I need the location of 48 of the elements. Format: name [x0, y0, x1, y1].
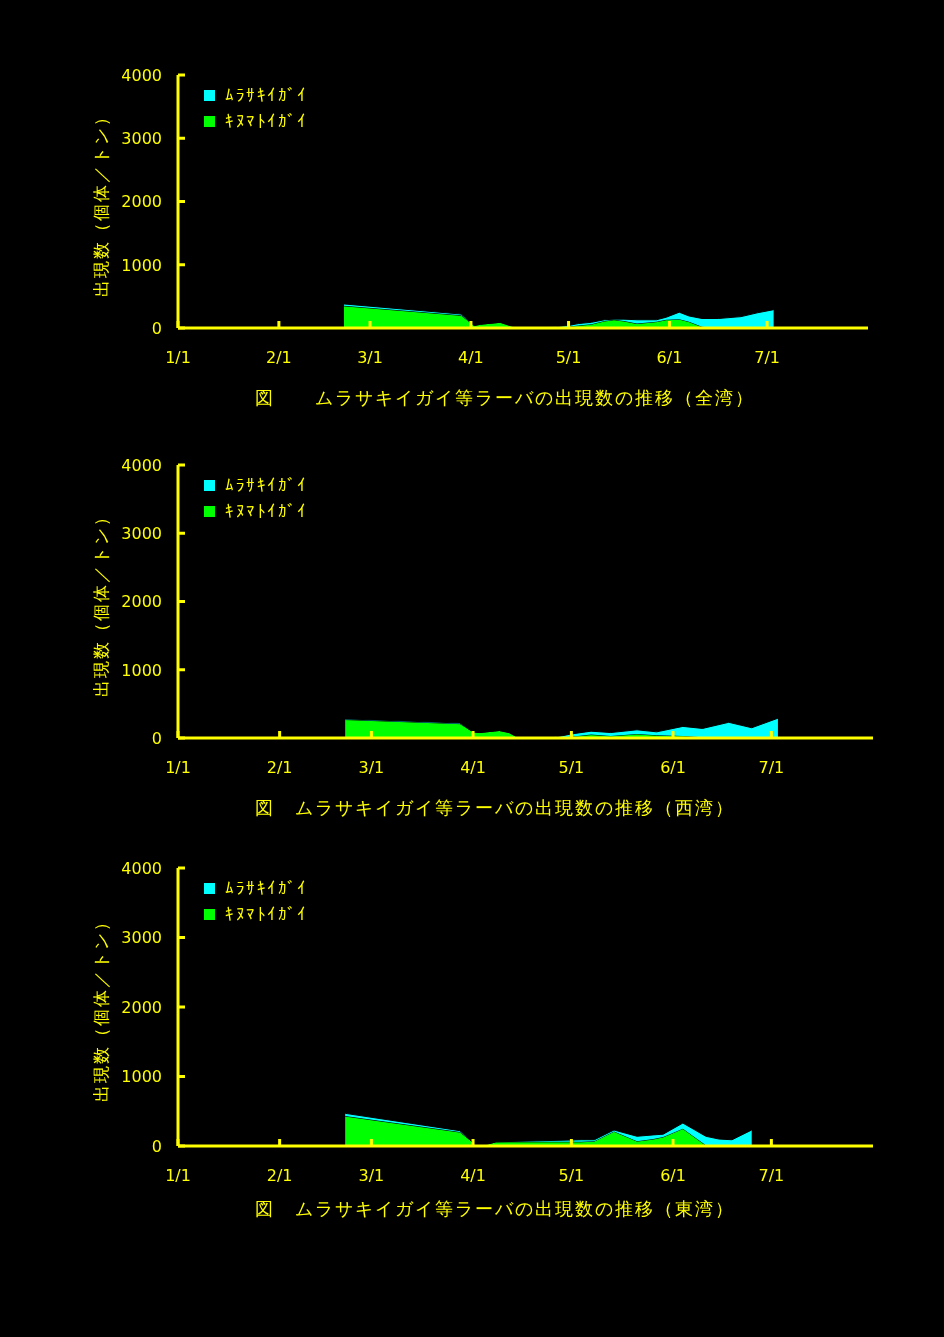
x-tick-label: 4/1: [460, 1166, 486, 1185]
y-tick-label: 1000: [121, 1067, 162, 1087]
text: 図 ムラサキイガイ等ラーバの出現数の推移（東湾）: [255, 1197, 735, 1221]
x-tick-label: 7/1: [758, 1166, 785, 1185]
y-axis-title: 出現数（個体／トン）: [91, 106, 112, 297]
legend-label: ﾑﾗｻｷｲｶﾞｲ: [225, 475, 308, 495]
x-tick-label: 6/1: [660, 758, 686, 777]
x-tick-label: 5/1: [558, 1166, 585, 1185]
y-tick-label: 0: [151, 318, 162, 338]
text: 図 ムラサキイガイ等ラーバの出現数の推移（西湾）: [255, 796, 735, 820]
x-tick-label: 3/1: [358, 1166, 385, 1185]
y-tick-label: 4000: [121, 65, 162, 85]
x-tick-label: 1/1: [165, 348, 191, 367]
x-tick-label: 3/1: [357, 348, 383, 367]
y-tick-label: 0: [151, 728, 162, 748]
y-axis-title: 出現数（個体／トン）: [91, 506, 112, 697]
text: 図 ムラサキイガイ等ラーバの出現数の推移（全湾）: [255, 386, 755, 410]
y-tick-label: 2000: [121, 592, 162, 612]
x-tick-label: 7/1: [758, 758, 785, 777]
x-tick-label: 1/1: [165, 758, 191, 777]
y-tick-label: 2000: [121, 997, 162, 1017]
x-tick-label: 6/1: [656, 348, 683, 367]
x-tick-label: 5/1: [555, 348, 582, 367]
x-tick-label: 2/1: [266, 1166, 293, 1185]
y-tick-label: 3000: [121, 129, 162, 149]
y-tick-label: 1000: [121, 660, 162, 680]
y-axis-title: 出現数（個体／トン）: [91, 912, 112, 1102]
x-tick-label: 4/1: [458, 348, 484, 367]
y-tick-label: 1000: [121, 255, 162, 275]
x-tick-label: 7/1: [754, 348, 780, 367]
x-tick-label: 4/1: [460, 758, 486, 777]
legend-label: ｷﾇﾏﾄｲｶﾞｲ: [225, 111, 308, 131]
legend-label: ｷﾇﾏﾄｲｶﾞｲ: [225, 904, 308, 924]
x-tick-label: 6/1: [660, 1166, 686, 1185]
x-tick-label: 2/1: [266, 348, 292, 367]
y-tick-label: 4000: [121, 455, 162, 475]
y-tick-label: 4000: [121, 858, 162, 878]
y-tick-label: 0: [151, 1136, 162, 1156]
y-tick-label: 3000: [121, 928, 162, 948]
x-tick-label: 5/1: [558, 758, 585, 777]
legend-label: ﾑﾗｻｷｲｶﾞｲ: [225, 85, 308, 105]
legend-label: ｷﾇﾏﾄｲｶﾞｲ: [225, 501, 308, 521]
y-tick-label: 2000: [121, 192, 162, 212]
x-tick-label: 2/1: [266, 758, 293, 777]
legend-label: ﾑﾗｻｷｲｶﾞｲ: [225, 878, 308, 898]
x-tick-label: 3/1: [358, 758, 385, 777]
y-tick-label: 3000: [121, 524, 162, 544]
x-tick-label: 1/1: [165, 1166, 191, 1185]
